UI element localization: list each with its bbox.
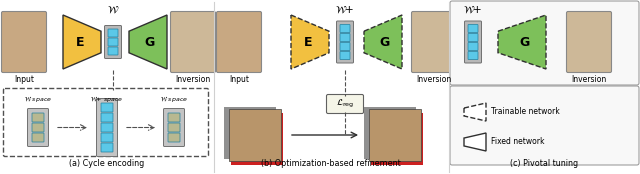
Bar (364, 107, 416, 159)
Text: Input: Input (229, 75, 249, 84)
FancyBboxPatch shape (450, 1, 639, 85)
Text: $\mathcal{W}$ space: $\mathcal{W}$ space (24, 94, 52, 104)
FancyBboxPatch shape (326, 94, 364, 113)
Bar (371, 113, 423, 165)
FancyBboxPatch shape (340, 52, 350, 60)
Bar (369, 109, 421, 161)
FancyBboxPatch shape (468, 25, 478, 33)
Text: $\mathcal{W}$: $\mathcal{W}$ (107, 5, 119, 15)
Text: Inversion: Inversion (175, 75, 211, 84)
FancyBboxPatch shape (168, 133, 180, 142)
FancyBboxPatch shape (340, 42, 350, 50)
Text: G: G (380, 35, 390, 49)
Polygon shape (364, 15, 402, 69)
Bar (229, 109, 281, 161)
Text: $\mathcal{W}$ space: $\mathcal{W}$ space (160, 94, 188, 104)
Text: E: E (304, 35, 312, 49)
FancyBboxPatch shape (450, 86, 639, 165)
FancyBboxPatch shape (28, 109, 49, 147)
Text: (a) Cycle encoding: (a) Cycle encoding (69, 159, 145, 168)
FancyBboxPatch shape (108, 38, 118, 46)
FancyBboxPatch shape (566, 11, 611, 73)
FancyBboxPatch shape (1, 11, 47, 73)
FancyBboxPatch shape (101, 123, 113, 132)
Text: G: G (145, 35, 155, 49)
Text: (b) Optimization-based refinement: (b) Optimization-based refinement (261, 159, 401, 168)
Polygon shape (291, 15, 329, 69)
Text: $\mathcal{L}_{\mathrm{reg}}$: $\mathcal{L}_{\mathrm{reg}}$ (336, 98, 354, 110)
Text: Input: Input (14, 75, 34, 84)
FancyBboxPatch shape (101, 143, 113, 152)
Bar (231, 113, 283, 165)
Text: $\mathcal{W}$+: $\mathcal{W}$+ (335, 5, 355, 15)
Bar (224, 107, 276, 159)
FancyBboxPatch shape (97, 98, 118, 156)
FancyBboxPatch shape (32, 123, 44, 132)
Text: Inversion: Inversion (572, 75, 607, 84)
FancyBboxPatch shape (32, 113, 44, 122)
FancyBboxPatch shape (465, 21, 481, 63)
FancyBboxPatch shape (168, 123, 180, 132)
FancyBboxPatch shape (340, 25, 350, 33)
Text: $\mathcal{W}$+ space: $\mathcal{W}$+ space (90, 94, 124, 104)
Polygon shape (63, 15, 101, 69)
FancyBboxPatch shape (340, 34, 350, 42)
Polygon shape (464, 133, 486, 151)
FancyBboxPatch shape (337, 21, 353, 63)
FancyBboxPatch shape (163, 109, 184, 147)
Polygon shape (498, 15, 546, 69)
FancyBboxPatch shape (101, 103, 113, 112)
Text: E: E (76, 35, 84, 49)
FancyBboxPatch shape (104, 26, 122, 58)
Polygon shape (464, 103, 486, 121)
FancyBboxPatch shape (101, 133, 113, 142)
FancyBboxPatch shape (216, 11, 262, 73)
Text: G: G (519, 35, 529, 49)
FancyBboxPatch shape (168, 113, 180, 122)
FancyBboxPatch shape (108, 29, 118, 37)
FancyBboxPatch shape (101, 113, 113, 122)
Text: Fixed network: Fixed network (491, 137, 545, 147)
Text: Trainable network: Trainable network (491, 108, 560, 117)
Text: Inversion: Inversion (417, 75, 452, 84)
Text: (c) Pivotal tuning: (c) Pivotal tuning (510, 159, 578, 168)
FancyBboxPatch shape (468, 34, 478, 42)
Polygon shape (129, 15, 167, 69)
Text: $\mathcal{W}$+: $\mathcal{W}$+ (463, 5, 483, 15)
FancyBboxPatch shape (468, 52, 478, 60)
FancyBboxPatch shape (468, 42, 478, 50)
FancyBboxPatch shape (412, 11, 456, 73)
FancyBboxPatch shape (32, 133, 44, 142)
FancyBboxPatch shape (108, 47, 118, 55)
FancyBboxPatch shape (170, 11, 216, 73)
